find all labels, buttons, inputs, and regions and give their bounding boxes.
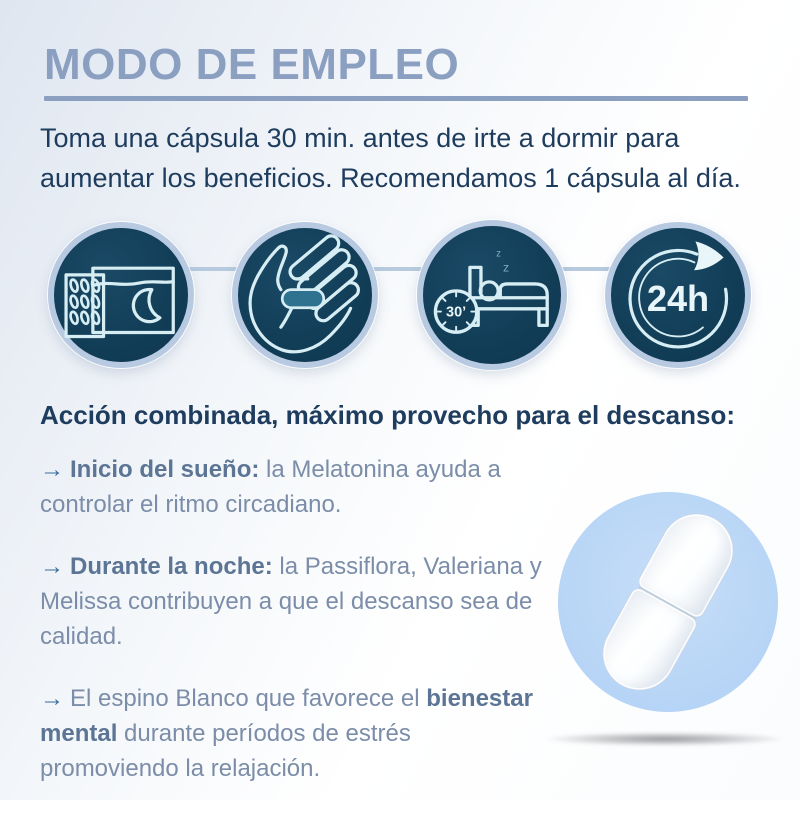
bullet-bold-text: bienestar mental [40,685,533,747]
bullet-text: durante períodos de estrés promoviendo l… [40,720,411,782]
page-title: MODO DE EMPLEO [44,40,460,89]
steps-connector-line [121,267,678,271]
z-small: z [496,248,501,259]
arrow-icon: → [40,685,64,712]
benefits-list: → Inicio del sueño: la Melatonina ayuda a… [40,452,542,813]
bullet-text: la Passiflora, Valeriana y Melissa contr… [40,553,542,650]
capsule-image [590,501,746,703]
timer-label: 30’ [446,304,466,320]
intro-line-1: Toma una cápsula 30 min. antes de irte a… [40,123,680,153]
arrow-icon: → [40,553,64,580]
bullet-bold-text: Inicio del sueño: [70,456,260,483]
intro-line-2: aumentar los beneficios. Recomendamos 1 … [40,163,741,193]
title-underline [44,96,748,101]
benefits-heading: Acción combinada, máximo provecho para e… [40,400,735,430]
daily-cycle-icon: 24h [605,222,751,368]
bed-timer-icon: z z 30’ [417,220,567,370]
hand-capsule-icon [232,222,378,368]
capsule-shadow [545,732,785,746]
daily-cycle-label: 24h [647,278,709,319]
bullet-text: El espino Blanco que favorece el [70,685,427,712]
bullet-during-night: → Durante la noche: la Passiflora, Valeri… [40,549,542,654]
bullet-bold-text: Durante la noche: [70,553,273,580]
z-big: z [503,261,509,275]
pill-pack-moon-icon [48,222,194,368]
capsule-illustration [558,492,778,712]
bullet-sleep-onset: → Inicio del sueño: la Melatonina ayuda a… [40,452,542,522]
bullet-mental-wellbeing: → El espino Blanco que favorece el bienes… [40,681,542,786]
bullet-text: la Melatonina ayuda a controlar el ritmo… [40,456,501,518]
arrow-icon: → [40,456,64,483]
intro-text: Toma una cápsula 30 min. antes de irte a… [40,118,760,198]
